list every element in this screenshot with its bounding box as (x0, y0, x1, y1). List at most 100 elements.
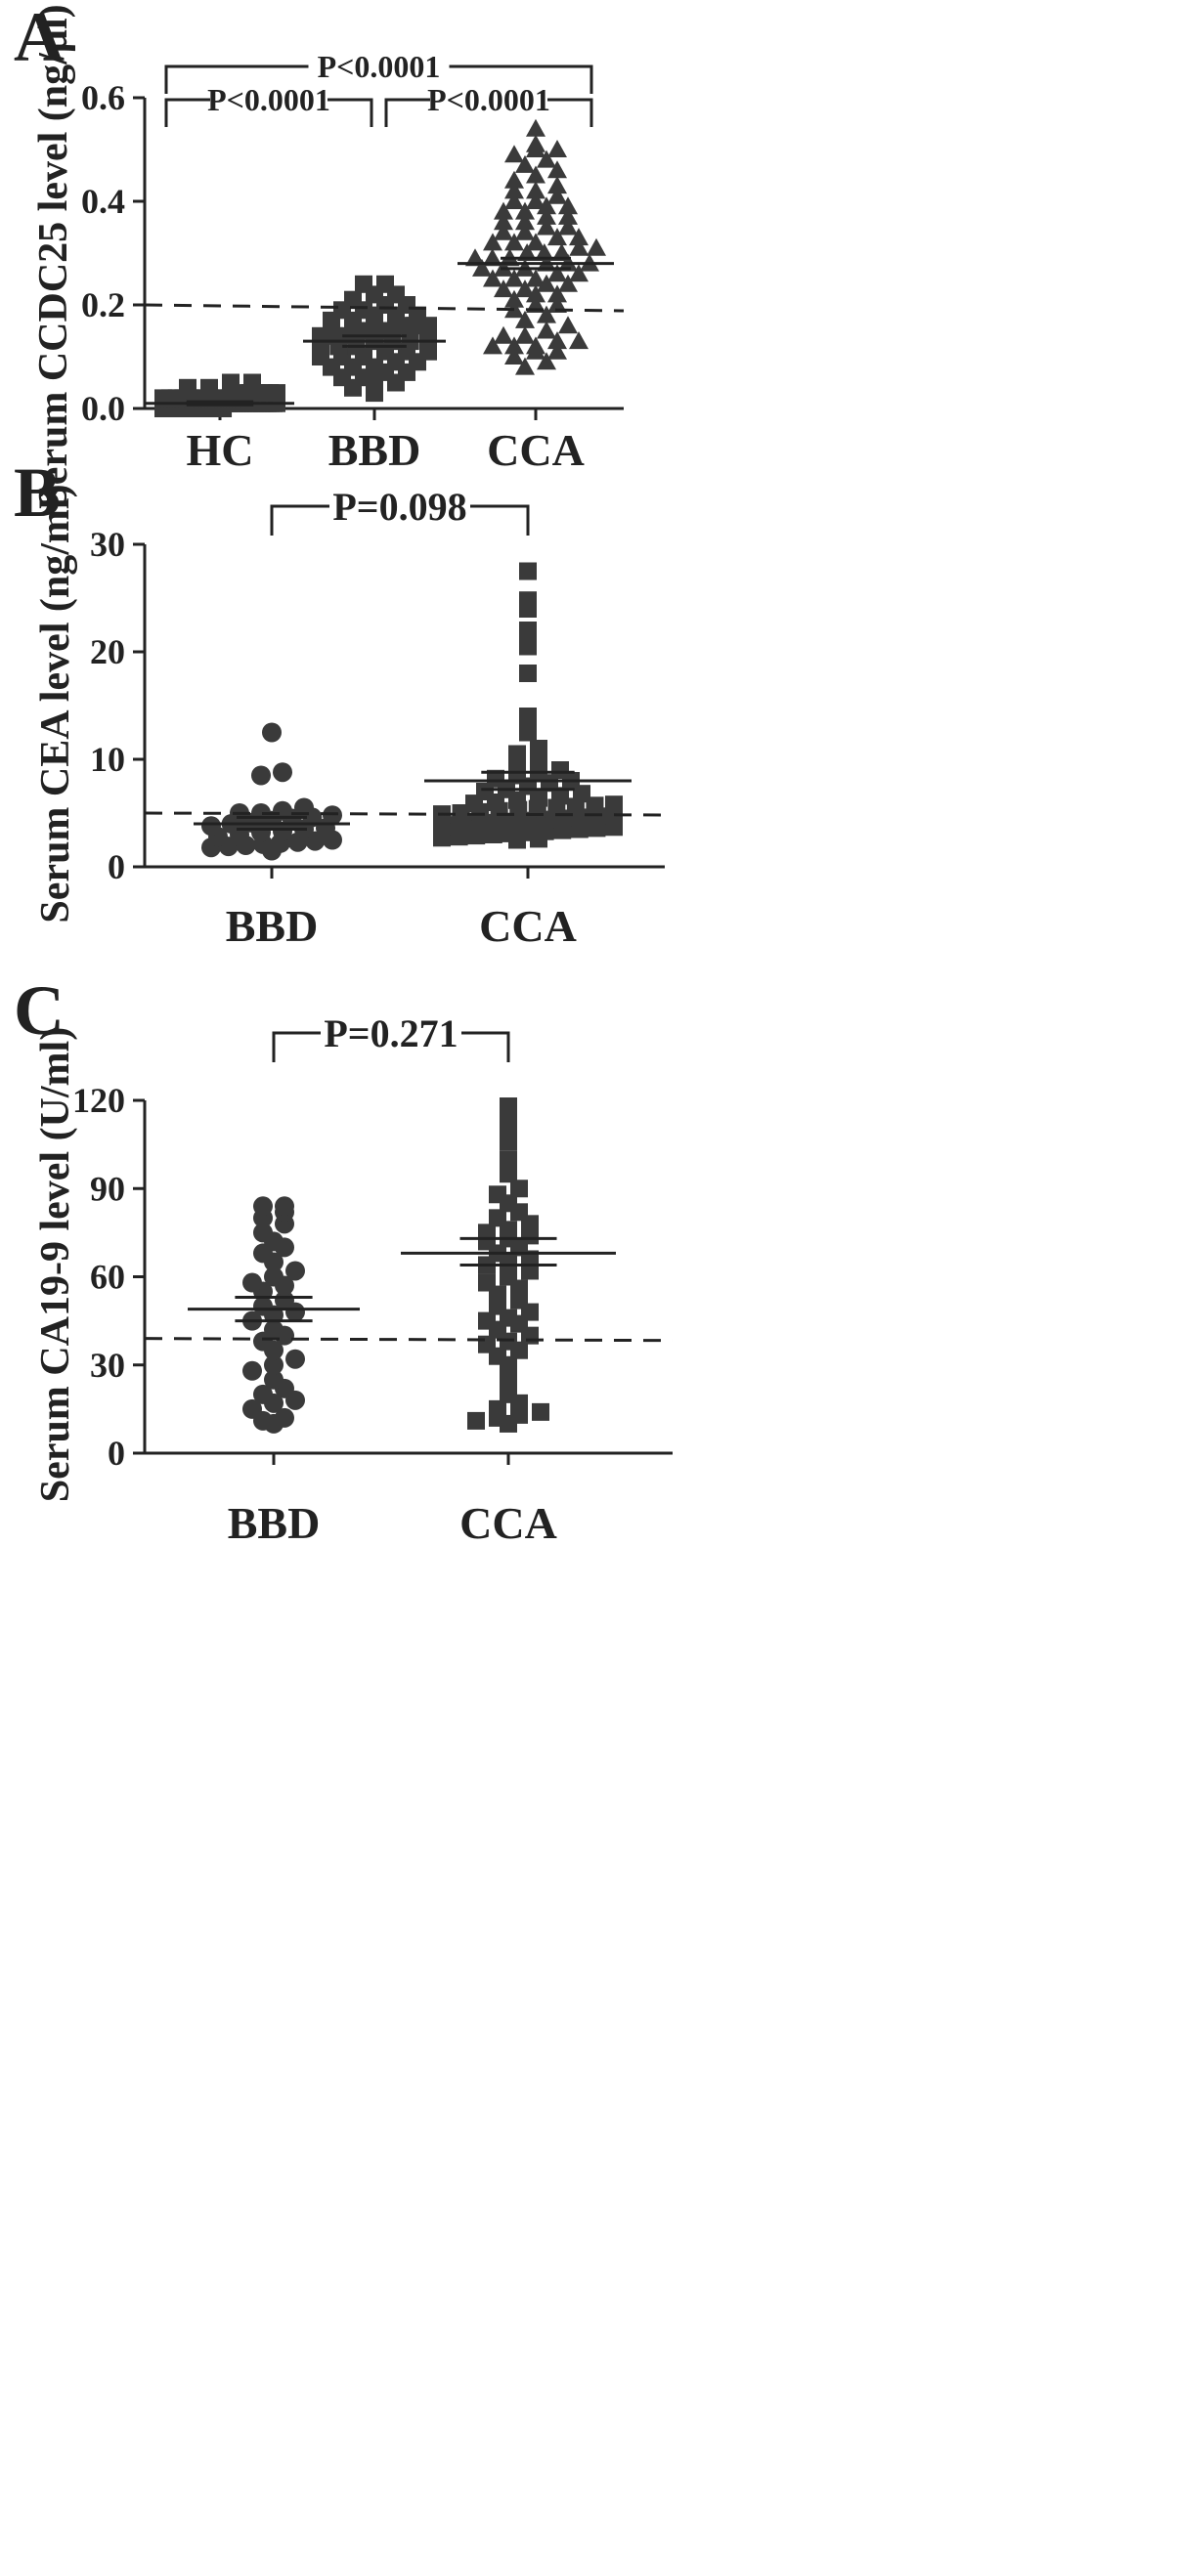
data-point (500, 1097, 517, 1116)
data-point (500, 1121, 517, 1139)
data-point (200, 378, 218, 397)
p-value-label: P<0.0001 (318, 49, 441, 84)
y-tick-label: 10 (90, 740, 125, 779)
p-value-label: P=0.098 (332, 485, 466, 529)
data-point (242, 1360, 262, 1381)
data-point (547, 228, 567, 246)
data-point (569, 264, 589, 282)
data-point (517, 243, 538, 261)
panel-label-b: B (14, 453, 61, 532)
data-point (344, 290, 362, 309)
data-point (504, 347, 524, 365)
data-point (537, 150, 556, 168)
panel-label-a: A (14, 0, 65, 76)
y-tick-label: 0.6 (81, 78, 125, 117)
data-point (500, 1267, 517, 1286)
data-point (515, 325, 535, 344)
data-point (515, 310, 535, 328)
y-axis-label-a: Serum CCDC25 level (ng/µl) (31, 4, 76, 507)
data-point (526, 165, 545, 184)
data-point (515, 201, 535, 220)
data-point (558, 274, 578, 292)
data-point (253, 1223, 273, 1243)
x-tick-label: BBD (228, 1498, 321, 1548)
y-tick-label: 0.2 (81, 285, 125, 324)
y-tick-label: 0.0 (81, 389, 125, 428)
data-point (547, 140, 567, 157)
data-point (519, 591, 537, 610)
data-point (243, 373, 261, 392)
data-point (526, 192, 545, 209)
data-point (551, 761, 569, 779)
significance-bracket-right (461, 1031, 510, 1062)
data-point (508, 745, 526, 763)
y-tick-label: 90 (90, 1169, 125, 1208)
p-value-label: P<0.0001 (427, 82, 550, 117)
data-point (355, 275, 372, 293)
data-point (494, 279, 513, 298)
data-point (275, 1290, 294, 1310)
data-point (515, 212, 535, 231)
data-point (275, 1196, 294, 1217)
significance-bracket-left (164, 98, 210, 127)
significance-bracket-left (384, 98, 430, 127)
data-point (504, 192, 524, 209)
data-point (551, 243, 572, 261)
significance-bracket-right (327, 98, 373, 127)
data-point (264, 1267, 284, 1287)
y-tick-label: 0 (108, 847, 125, 886)
y-tick-label: 0.4 (81, 182, 125, 221)
data-point (376, 275, 394, 293)
significance-bracket-right (470, 504, 530, 536)
data-point (532, 1402, 549, 1421)
x-tick-label: BBD (328, 425, 421, 475)
data-point (504, 336, 524, 355)
data-point (179, 378, 196, 397)
cutoff-line (144, 811, 666, 817)
panel-c: C Serum CA19-9 level (U/ml) 0 30 60 90 120 BB… (14, 971, 674, 1548)
data-point (519, 723, 537, 742)
data-point (547, 341, 567, 360)
data-point (273, 800, 292, 821)
data-point (478, 1311, 496, 1330)
data-point (465, 248, 485, 267)
data-point (482, 248, 502, 267)
data-point (483, 336, 502, 355)
data-point (478, 1273, 496, 1292)
data-point (537, 274, 556, 292)
data-point (526, 233, 545, 251)
data-point (537, 321, 556, 339)
cutoff-line (144, 303, 625, 313)
data-point (515, 279, 535, 298)
data-point (526, 134, 545, 152)
y-tick-label: 30 (90, 1346, 125, 1385)
data-point (537, 305, 556, 323)
data-point (587, 237, 606, 256)
data-point (487, 769, 504, 788)
data-point (268, 384, 285, 403)
data-point (253, 1196, 273, 1217)
data-point (489, 1399, 506, 1418)
data-point (253, 1296, 273, 1316)
data-point (251, 765, 271, 786)
data-point (494, 325, 513, 344)
data-point (500, 1385, 517, 1403)
data-point (537, 352, 556, 370)
x-tick-label: CCA (487, 425, 585, 475)
data-point (273, 762, 292, 783)
y-axis-label-c: Serum CA19-9 level (U/ml) (33, 1027, 78, 1502)
data-point (534, 243, 554, 261)
data-point (510, 1180, 528, 1198)
data-point (519, 622, 537, 639)
data-point (285, 1261, 305, 1281)
data-point (478, 1224, 496, 1242)
data-point (262, 722, 282, 743)
data-point (242, 1398, 262, 1419)
data-point (275, 1407, 294, 1428)
data-point (526, 269, 545, 287)
data-point (472, 258, 492, 277)
data-point (483, 269, 502, 287)
data-point (504, 233, 524, 251)
cutoff-line (144, 1337, 674, 1343)
